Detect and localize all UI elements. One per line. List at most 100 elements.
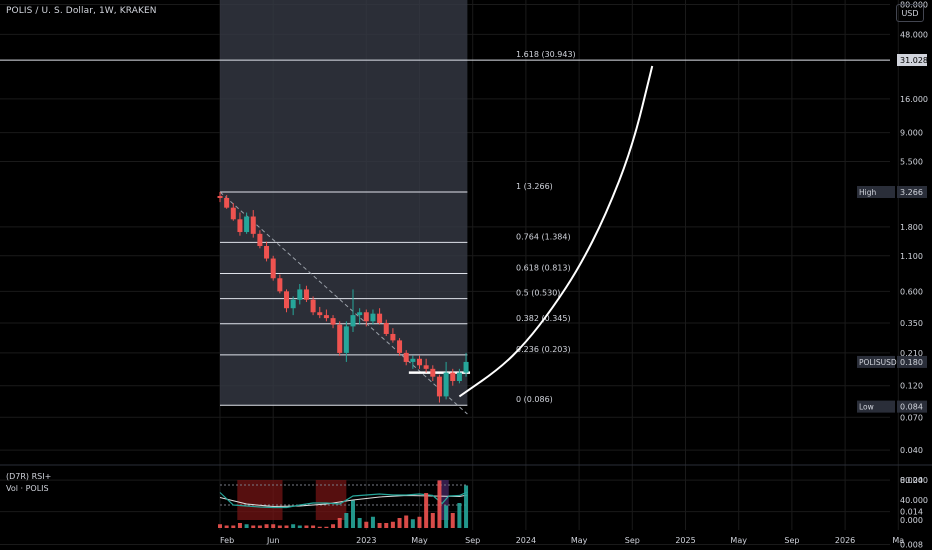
y-tick-label: 0.040 xyxy=(900,446,923,455)
rsi-purple-zone xyxy=(438,480,449,520)
low-tag xyxy=(857,400,895,413)
volume-bar xyxy=(237,523,242,528)
volume-bar xyxy=(264,524,269,528)
volume-bar xyxy=(324,526,329,528)
volume-bar xyxy=(291,524,296,528)
volume-bar xyxy=(218,524,222,528)
x-tick-label: Sep xyxy=(625,536,640,545)
rsi-tick-label: 80.000 xyxy=(900,476,928,485)
candle xyxy=(417,358,422,366)
fib-level-label: 0.618 (0.813) xyxy=(516,264,571,273)
y-tick-label: 9.000 xyxy=(900,129,923,138)
volume-bar xyxy=(377,523,382,528)
low-tag-label: Low xyxy=(859,403,874,412)
candle xyxy=(370,313,376,322)
volume-bar xyxy=(444,505,449,528)
x-tick-label: Feb xyxy=(220,536,234,545)
volume-bar xyxy=(370,516,375,528)
volume-bar xyxy=(231,525,236,528)
volume-bar xyxy=(331,524,336,528)
y-tick-label: 0.210 xyxy=(900,349,923,358)
candle xyxy=(343,326,349,353)
candle xyxy=(323,315,329,319)
volume-bar xyxy=(311,525,316,528)
candle xyxy=(383,322,389,334)
candle xyxy=(377,313,383,323)
x-tick-label: May xyxy=(571,536,588,545)
currency-button[interactable]: USD xyxy=(896,4,924,22)
y-tick-label: 0.350 xyxy=(900,319,923,328)
y-tick-label: 0.024 xyxy=(900,476,923,485)
rsi-signal-line xyxy=(219,494,468,508)
candle xyxy=(443,372,449,397)
volume-bar xyxy=(251,525,256,528)
candle xyxy=(303,289,309,300)
high-tag-label: High xyxy=(859,188,876,197)
volume-bar xyxy=(317,526,322,528)
y-tick-label: 0.070 xyxy=(900,413,923,422)
rsi-red-zone xyxy=(237,480,283,520)
x-tick-label: 2025 xyxy=(675,536,695,545)
candle xyxy=(363,312,369,322)
volume-bar xyxy=(297,525,302,528)
y-tick-label: 0.120 xyxy=(900,382,923,391)
level-value-tag xyxy=(897,54,927,67)
low-value-tag xyxy=(897,400,927,413)
rsi-tick-label: 0.000 xyxy=(900,516,923,525)
range-highlight xyxy=(220,0,468,406)
candle xyxy=(217,196,223,198)
volume-indicator-label[interactable]: Vol · POLIS xyxy=(6,484,49,493)
candle xyxy=(397,340,403,353)
candle xyxy=(403,352,409,362)
level-value-text: 31.028 xyxy=(900,56,928,65)
y-tick-label: 0.600 xyxy=(900,287,923,296)
low-value-text: 0.084 xyxy=(900,403,923,412)
candle xyxy=(250,216,256,234)
volume-bar xyxy=(430,513,435,528)
high-tag xyxy=(857,186,895,198)
candle xyxy=(423,365,429,369)
x-tick-label: Ma xyxy=(892,536,904,545)
volume-bar xyxy=(304,525,309,528)
candle xyxy=(450,372,456,382)
candle xyxy=(224,197,230,208)
x-tick-label: 2026 xyxy=(835,536,855,545)
candle xyxy=(463,361,469,373)
volume-bar xyxy=(244,524,249,528)
volume-bar xyxy=(410,519,415,528)
candle xyxy=(390,333,396,341)
volume-bar xyxy=(390,521,395,528)
candle xyxy=(290,299,296,309)
rsi-indicator-label[interactable]: (D7R) RSI+ xyxy=(6,472,52,481)
candle xyxy=(297,289,303,300)
candle xyxy=(257,233,263,247)
volume-bar xyxy=(351,500,355,528)
y-tick-label: 16.000 xyxy=(900,95,928,104)
y-tick-label: 1.800 xyxy=(900,223,923,232)
volume-bar xyxy=(437,480,442,528)
candle xyxy=(277,278,283,292)
x-tick-label: Sep xyxy=(465,536,480,545)
projection-curve xyxy=(458,65,654,398)
y-tick-label: 5.500 xyxy=(900,157,923,166)
volume-bar xyxy=(384,523,389,528)
x-tick-label: 2023 xyxy=(356,536,376,545)
volume-bar xyxy=(344,513,349,528)
fib-level-label: 0 (0.086) xyxy=(516,395,553,404)
current-tag xyxy=(857,355,895,368)
volume-bar xyxy=(417,516,422,528)
volume-bar xyxy=(257,525,262,528)
candle xyxy=(317,312,323,316)
candle xyxy=(337,324,343,353)
candle xyxy=(244,216,250,233)
y-tick-label: 1.100 xyxy=(900,252,923,261)
volume-bar xyxy=(450,513,455,528)
candle xyxy=(237,219,243,233)
candle xyxy=(436,376,442,397)
volume-bar xyxy=(284,525,289,528)
symbol-title: POLIS / U. S. Dollar, 1W, KRAKEN xyxy=(6,6,157,16)
rsi-tick-label: 40.000 xyxy=(900,496,928,505)
volume-bar xyxy=(337,518,342,528)
volume-bar xyxy=(404,515,409,528)
